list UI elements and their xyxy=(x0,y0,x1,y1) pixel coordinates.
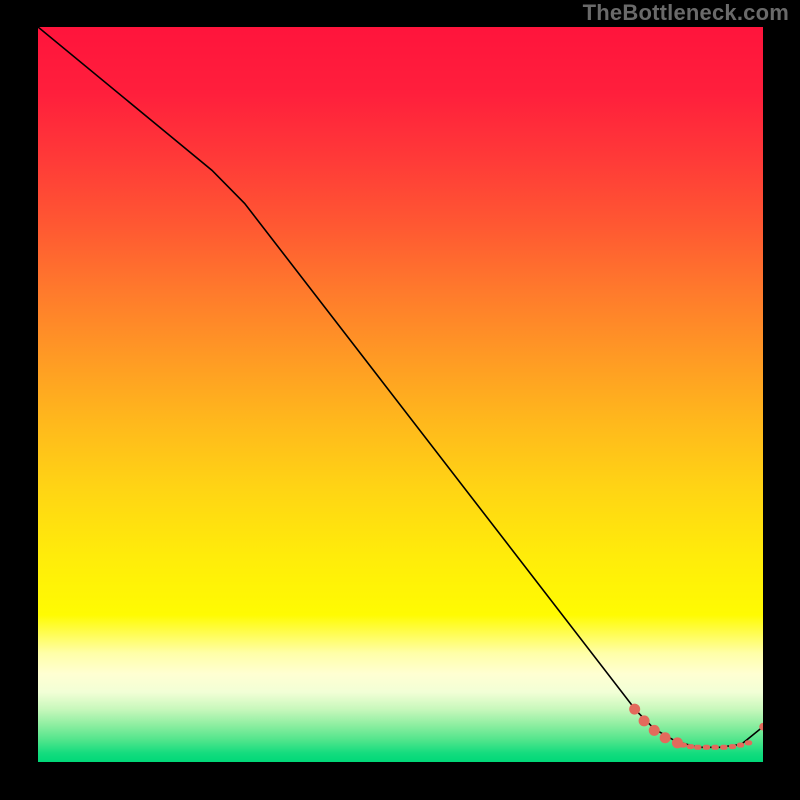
line-overlay xyxy=(38,27,763,762)
data-dash-marker xyxy=(680,743,688,748)
data-dash-marker xyxy=(737,743,745,748)
data-dash-marker xyxy=(711,745,719,750)
data-dash-marker xyxy=(720,745,728,750)
data-dash-marker xyxy=(694,745,702,750)
data-marker xyxy=(629,704,640,715)
chart-container: TheBottleneck.com xyxy=(0,0,800,800)
plot-area xyxy=(38,27,763,762)
watermark-text: TheBottleneck.com xyxy=(583,0,789,26)
data-dash-marker xyxy=(703,745,711,750)
data-dash-marker xyxy=(745,740,753,745)
data-marker xyxy=(639,715,650,726)
bottleneck-curve xyxy=(38,27,763,747)
data-marker xyxy=(660,732,671,743)
data-dash-marker xyxy=(687,744,695,749)
data-marker xyxy=(649,725,660,736)
data-dash-marker xyxy=(729,744,737,749)
